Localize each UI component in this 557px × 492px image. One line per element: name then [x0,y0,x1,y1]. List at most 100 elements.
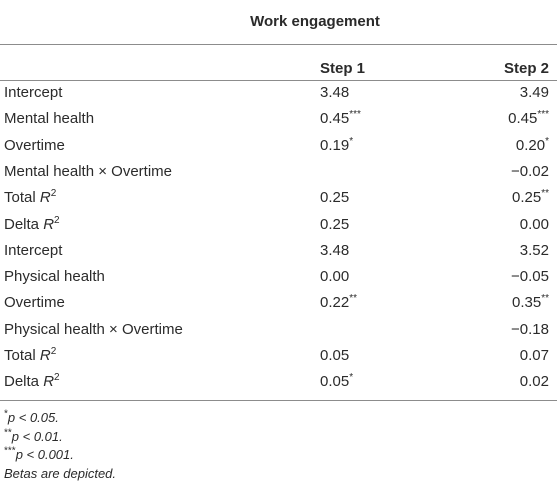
superscript: 2 [54,372,60,384]
cell-value: 0.00 [520,216,549,234]
italic-text: R [39,347,51,364]
text: Intercept [4,241,63,259]
text: 0.02 [519,373,549,391]
cell-value: 0.20* [515,136,549,155]
cell-value: −0.05 [511,268,549,286]
cell-value: 3.48 [320,242,349,260]
text: Intercept [4,84,63,101]
cell-value: 0.07 [520,347,549,365]
footnote: *p < 0.05. [4,408,59,426]
text: 0.20 [515,136,546,154]
row-label: Delta R2 [4,214,60,234]
superscript: *** [349,109,361,121]
text: Physical health [4,268,105,286]
superscript: ** [541,188,549,200]
row-label: Delta R2 [4,373,60,391]
footnote: Betas are depicted. [4,466,116,482]
text: Overtime [4,294,65,312]
cell-value: 3.52 [520,242,549,260]
text: Total [4,189,40,207]
rule [0,400,557,401]
italic-text: p < 0.001. [15,447,74,462]
cell-value: 0.22** [320,294,357,312]
cell-value: 0.45*** [320,110,361,128]
column-header: Step 2 [503,60,549,77]
text: −0.18 [511,320,549,338]
text: 0.00 [519,215,549,233]
text: 3.49 [519,84,549,101]
cell-value: 0.35** [512,294,549,312]
rule [0,44,557,45]
text: Overtime [4,136,65,154]
text: −0.02 [511,162,549,180]
row-label: Total R2 [4,189,56,207]
cell-value: 0.05 [320,347,349,365]
superscript: *** [537,109,549,121]
text: −0.05 [511,268,549,286]
italic-text: p < 0.01. [11,428,63,444]
row-label: Intercept [4,242,62,260]
cell-value: 0.02 [520,373,549,391]
superscript: 2 [54,214,60,226]
italic-text: R [39,189,51,207]
italic-text: p < 0.05. [7,410,59,425]
row-label: Overtime [4,294,65,312]
superscript: ** [349,293,357,305]
cell-value: 0.19* [320,135,354,155]
row-label: Total R2 [4,347,56,365]
superscript: ** [4,427,12,439]
text: Delta [4,373,44,391]
text: 0.07 [519,347,549,364]
footnote: **p < 0.01. [4,427,63,445]
rule [0,80,557,81]
superscript: * [4,408,8,420]
cell-value: 0.25 [320,216,349,234]
text: 0.25 [320,189,350,207]
text: 0.22 [320,294,350,312]
text: 3.48 [320,84,350,101]
cell-value: −0.18 [511,321,549,339]
cell-value: 0.00 [320,268,349,286]
italic-text: Betas are depicted. [4,465,117,481]
text: 0.00 [320,268,350,286]
row-label: Physical health × Overtime [4,321,183,339]
text: 0.35 [512,294,542,312]
text: Mental health [4,110,95,128]
text: 0.25 [512,189,542,207]
superscript: * [349,372,354,384]
cell-value: 3.49 [520,84,549,102]
cell-value: 0.25 [320,189,349,207]
text: Mental health × Overtime [4,162,172,180]
italic-text: R [43,373,55,391]
italic-text: R [43,215,55,233]
text: 0.45 [320,110,350,128]
superscript: ** [541,293,549,305]
text: Delta [4,215,44,233]
footnote: ***p < 0.001. [4,445,74,463]
row-label: Physical health [4,268,105,286]
column-header: Step 1 [320,60,366,77]
text: 0.05 [320,347,350,364]
text: Physical health × Overtime [4,320,183,338]
superscript: * [349,135,354,147]
row-label: Intercept [4,84,62,102]
cell-value: 3.48 [320,84,349,102]
cell-value: 0.45*** [508,110,549,128]
cell-value: −0.02 [511,163,549,181]
cell-value: 0.25** [512,189,549,207]
text: 0.25 [320,215,350,233]
cell-value: 0.05* [320,373,353,391]
text: 0.05 [320,373,350,391]
superscript: 2 [50,346,57,357]
text: 3.52 [519,241,549,259]
text: 3.48 [320,241,350,259]
text: Total [4,347,40,364]
row-label: Overtime [4,137,65,155]
superscript: 2 [50,188,57,200]
row-label: Mental health [4,110,94,128]
table-title: Work engagement [250,13,380,30]
superscript: *** [4,445,16,457]
text: 0.19 [320,136,350,154]
row-label: Mental health × Overtime [4,163,172,181]
